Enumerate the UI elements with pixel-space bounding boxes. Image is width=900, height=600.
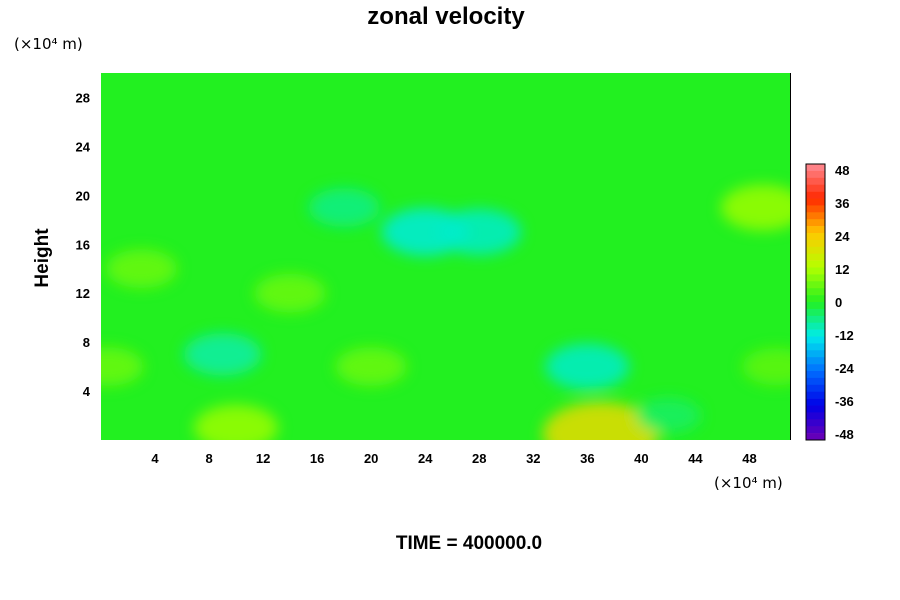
- colorbar-band: [806, 226, 825, 234]
- x-tick-label: 36: [580, 451, 594, 466]
- colorbar-label: -48: [835, 427, 854, 442]
- colorbar-labels: 48 36 24 12 0 -12 -24 -36 -48: [835, 163, 855, 442]
- x-tick-label: 16: [310, 451, 324, 466]
- plot-area: [101, 73, 790, 440]
- colorbar-band: [806, 405, 825, 413]
- colorbar-label: 36: [835, 196, 849, 211]
- colorbar-band: [806, 170, 825, 179]
- colorbar-label: -24: [835, 361, 855, 376]
- colorbar-band: [806, 336, 825, 344]
- colorbar-label: 24: [835, 229, 850, 244]
- plot-background: [101, 73, 790, 440]
- colorbar-band: [806, 433, 825, 441]
- colorbar-band: [806, 302, 825, 310]
- colorbar-band: [806, 205, 825, 213]
- colorbar-band: [806, 233, 825, 241]
- colorbar-band: [806, 288, 825, 296]
- x-tick-label: 40: [634, 451, 648, 466]
- colorbar-band: [806, 260, 825, 268]
- colorbar-band: [806, 198, 825, 206]
- y-tick-label: 28: [76, 90, 90, 105]
- x-tick-label: 8: [205, 451, 212, 466]
- colorbar-band: [806, 371, 825, 379]
- colorbar-label: -36: [835, 394, 854, 409]
- field-feature-3: [437, 209, 522, 256]
- colorbar-band: [806, 253, 825, 261]
- colorbar-band: [806, 350, 825, 358]
- field-feature-8: [105, 249, 178, 289]
- colorbar-band: [806, 212, 825, 220]
- field-feature-7: [720, 184, 790, 231]
- colorbar-label: -12: [835, 328, 854, 343]
- colorbar-band: [806, 377, 825, 386]
- y-tick-label: 4: [83, 384, 91, 399]
- field-feature-9: [254, 273, 326, 313]
- colorbar-band: [806, 315, 825, 323]
- field-feature-13: [636, 397, 701, 434]
- colorbar-band: [806, 384, 825, 392]
- field-feature-11: [101, 347, 144, 386]
- colorbar-band: [806, 391, 825, 399]
- x-unit-label: (×10⁴ m): [714, 474, 783, 492]
- colorbar-band: [806, 357, 825, 365]
- colorbar-band: [806, 184, 825, 192]
- colorbar-outline: [805, 163, 826, 441]
- colorbar-band: [806, 246, 825, 254]
- x-tick-label: 28: [472, 451, 486, 466]
- colorbar-band: [806, 322, 825, 330]
- colorbar-band: [806, 177, 825, 185]
- x-axis-ticks: 4 8 12 16 20 24 28 32 36 40 44 48: [151, 451, 756, 466]
- field-feature-6: [542, 401, 659, 440]
- colorbar-band: [806, 267, 825, 275]
- y-tick-label: 8: [83, 335, 90, 350]
- x-tick-label: 48: [742, 451, 756, 466]
- field-feature-0: [183, 333, 262, 376]
- colorbar-band: [806, 308, 825, 317]
- chart-title: zonal velocity: [367, 3, 525, 30]
- x-tick-label: 12: [256, 451, 270, 466]
- time-label: TIME = 400000.0: [396, 533, 542, 554]
- colorbar: [805, 163, 826, 441]
- x-tick-label: 4: [151, 451, 159, 466]
- colorbar-band: [806, 191, 825, 199]
- y-tick-label: 16: [76, 237, 90, 252]
- x-tick-label: 44: [688, 451, 703, 466]
- colorbar-band: [806, 164, 825, 172]
- y-axis-ticks: 4 8 12 16 20 24 28: [76, 90, 91, 399]
- field-features: [101, 184, 790, 440]
- colorbar-label: 0: [835, 295, 842, 310]
- field-feature-4: [308, 188, 380, 227]
- y-tick-label: 24: [76, 139, 91, 154]
- colorbar-label: 48: [835, 163, 849, 178]
- field-feature-5: [194, 404, 279, 440]
- colorbar-band: [806, 239, 825, 248]
- colorbar-band: [806, 343, 825, 351]
- colorbar-band: [806, 412, 825, 420]
- x-tick-label: 20: [364, 451, 378, 466]
- colorbar-band: [806, 364, 825, 372]
- x-tick-label: 32: [526, 451, 540, 466]
- colorbar-label: 12: [835, 262, 849, 277]
- field-feature-1: [545, 343, 630, 390]
- colorbar-band: [806, 426, 825, 434]
- colorbar-band: [806, 419, 825, 427]
- y-tick-label: 20: [76, 188, 90, 203]
- y-axis-label: Height: [32, 228, 53, 288]
- x-tick-label: 24: [418, 451, 433, 466]
- field-feature-12: [742, 348, 790, 386]
- y-tick-label: 12: [76, 286, 90, 301]
- colorbar-band: [806, 295, 825, 303]
- y-unit-label: (×10⁴ m): [14, 35, 83, 53]
- field-feature-10: [335, 347, 407, 386]
- colorbar-band: [806, 329, 825, 337]
- colorbar-band: [806, 281, 825, 289]
- colorbar-band: [806, 398, 825, 406]
- colorbar-band: [806, 219, 825, 227]
- colorbar-band: [806, 274, 825, 282]
